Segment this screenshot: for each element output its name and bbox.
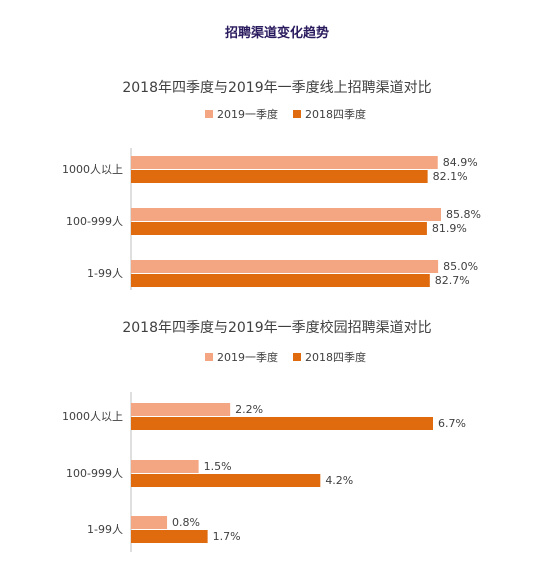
chart1-category-label: 100-999人 <box>66 215 123 228</box>
chart2-bar-s1-3 <box>131 516 168 529</box>
chart1-bar-s1-1 <box>131 156 438 169</box>
chart2-legend-label-1: 2019一季度 <box>217 350 278 364</box>
chart1-legend-label-1: 2019一季度 <box>217 107 278 121</box>
chart1-value-label: 85.0% <box>443 260 478 273</box>
chart1-category-label: 1-99人 <box>87 267 123 280</box>
chart2-value-label: 6.7% <box>438 417 466 430</box>
chart2-value-label: 1.7% <box>213 530 241 543</box>
chart2-value-label: 0.8% <box>172 516 200 529</box>
chart1-bar-s1-2 <box>131 208 441 221</box>
chart1-value-label: 84.9% <box>443 156 478 169</box>
chart2-title: 2018年四季度与2019年一季度校园招聘渠道对比 <box>122 319 431 336</box>
chart2-legend-swatch-2 <box>293 353 301 361</box>
chart1-legend-swatch-1 <box>205 110 213 118</box>
chart2-category-label: 1000人以上 <box>62 410 123 423</box>
chart1-category-label: 1000人以上 <box>62 163 123 176</box>
chart1-title: 2018年四季度与2019年一季度线上招聘渠道对比 <box>122 80 431 96</box>
chart1-value-label: 81.9% <box>432 222 467 235</box>
chart2-bar-s2-3 <box>131 530 208 543</box>
chart1-bar-s1-3 <box>131 260 439 273</box>
chart2-category-label: 100-999人 <box>66 467 123 480</box>
chart2-bar-s1-1 <box>131 403 231 416</box>
chart2-bar-s1-2 <box>131 460 199 473</box>
chart2-bar-s2-2 <box>131 474 321 487</box>
chart1-bar-s2-3 <box>131 274 430 287</box>
chart2-value-label: 1.5% <box>204 460 232 473</box>
chart2-legend-label-2: 2018四季度 <box>305 350 366 364</box>
chart2-legend-swatch-1 <box>205 353 213 361</box>
chart1-legend-swatch-2 <box>293 110 301 118</box>
chart2-value-label: 2.2% <box>235 403 263 416</box>
chart1-bar-s2-1 <box>131 170 428 183</box>
chart2-value-label: 4.2% <box>325 474 353 487</box>
chart1-bar-s2-2 <box>131 222 427 235</box>
chart1-legend-label-2: 2018四季度 <box>305 107 366 121</box>
chart1-value-label: 82.7% <box>435 274 470 287</box>
chart2-bar-s2-1 <box>131 417 433 430</box>
chart1-value-label: 85.8% <box>446 208 481 221</box>
chart2-category-label: 1-99人 <box>87 523 123 536</box>
chart1-value-label: 82.1% <box>433 170 468 183</box>
page-title: 招聘渠道变化趋势 <box>224 26 329 41</box>
